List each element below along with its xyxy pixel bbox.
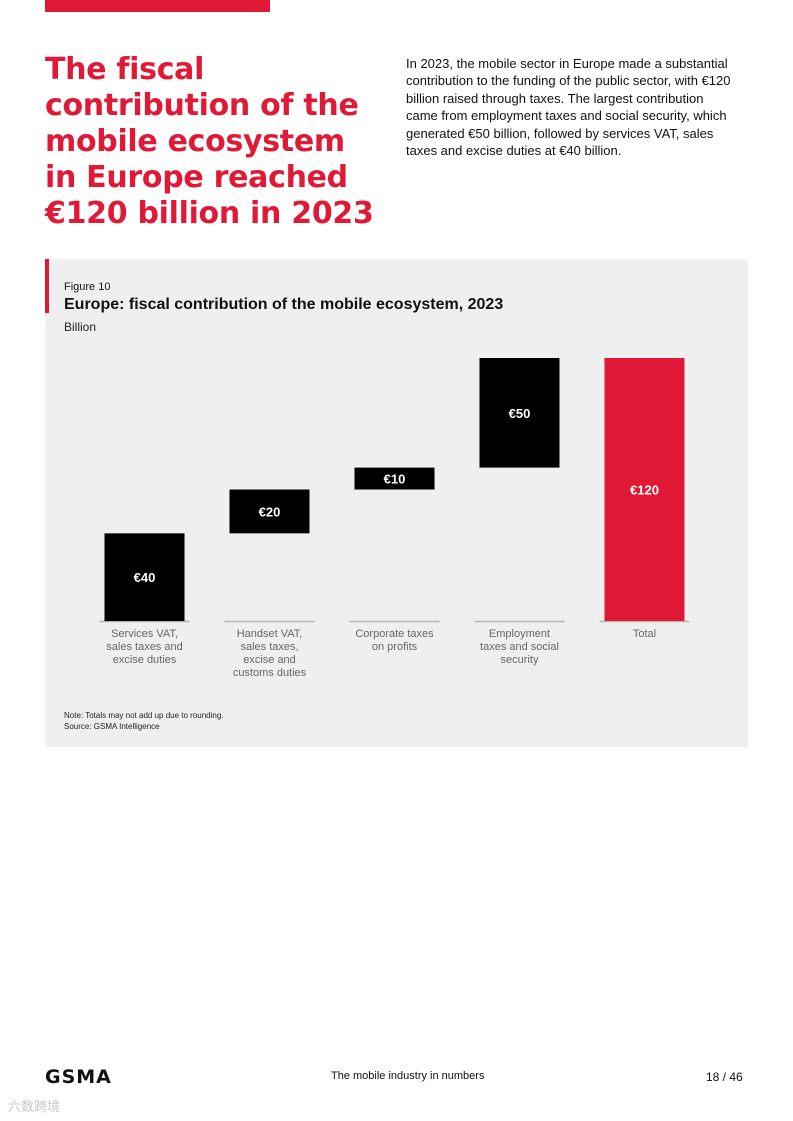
waterfall-chart: €40 Services VAT, sales taxes and excise du… — [99, 358, 690, 679]
figure-label: Figure 10 — [64, 281, 111, 293]
bar-1 — [229, 489, 310, 534]
gsma-logo: GSMA — [45, 1066, 112, 1086]
category-label-line: sales taxes and — [106, 641, 182, 653]
page-number: 18 / 46 — [706, 1070, 743, 1084]
figure-accent-bar — [45, 259, 49, 313]
category-label-line: on profits — [372, 641, 418, 653]
figure-unit: Billion — [64, 320, 97, 334]
bar-2 — [354, 467, 435, 490]
category-label: Corporate taxes on profits — [355, 628, 434, 653]
category-label-line: Services VAT, — [111, 628, 178, 640]
bar-total — [604, 358, 685, 621]
category-label-line: sales taxes, — [240, 641, 298, 653]
figure-title: Europe: fiscal contribution of the mobil… — [64, 296, 504, 313]
top-accent-bar — [45, 0, 270, 12]
category-label-line: Handset VAT, — [237, 628, 303, 640]
footer-publication-title: The mobile industry in numbers — [331, 1070, 485, 1082]
category-label-line: Total — [633, 628, 656, 640]
category-label-line: security — [501, 654, 539, 666]
category-label: Handset VAT, sales taxes, excise and custom… — [233, 628, 307, 679]
intro-paragraph: In 2023, the mobile sector in Europe mad… — [406, 56, 731, 159]
rounding-note: Note: Totals may not add up due to round… — [64, 711, 224, 720]
category-label-line: excise and — [243, 654, 296, 666]
category-label-line: excise duties — [113, 654, 177, 666]
data-label: €120 — [630, 483, 659, 498]
source-note: Source: GSMA Intelligence — [64, 722, 160, 731]
bar-3 — [479, 358, 560, 468]
category-label-line: Corporate taxes — [355, 628, 434, 640]
gsma-logo-text: GSMA — [45, 1066, 112, 1086]
data-label: €10 — [384, 472, 406, 487]
bar-0 — [104, 533, 185, 621]
figure-note: Note: Totals may not add up due to round… — [64, 710, 224, 732]
data-label: €20 — [259, 504, 281, 519]
category-label-line: Employment — [489, 628, 550, 640]
figure-panel: Figure 10 Europe: fiscal contribution of… — [45, 259, 748, 747]
category-label: Employment taxes and social security — [480, 628, 559, 666]
data-label: €50 — [509, 406, 531, 421]
data-label: €40 — [134, 570, 156, 585]
watermark: 六数跨境 — [8, 1099, 61, 1114]
category-label: Total — [633, 628, 656, 640]
category-label-line: customs duties — [233, 667, 307, 679]
category-label-line: taxes and social — [480, 641, 559, 653]
category-label: Services VAT, sales taxes and excise dutie… — [106, 628, 182, 666]
page-headline: The fiscal contribution of the mobile ec… — [45, 52, 374, 231]
